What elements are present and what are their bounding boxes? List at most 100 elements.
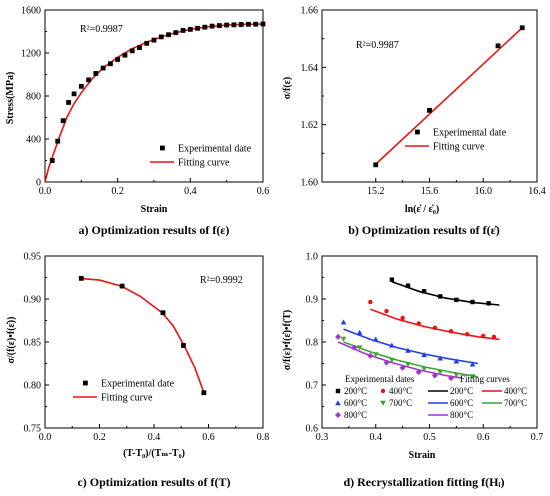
panel-d-data-point	[340, 336, 347, 342]
panel-a-data-point	[115, 57, 121, 62]
panel-a-data-point	[55, 138, 61, 144]
panel-a-data-point	[100, 65, 106, 71]
panel-d-data-point	[431, 372, 438, 379]
panel-a-data-point	[180, 28, 186, 33]
legend-fit-label-700°C: 700°C	[504, 398, 527, 408]
legend-marker-700°C	[380, 400, 386, 406]
panel-d-data-point	[416, 321, 421, 326]
panel-a-xtick-label: 0.0	[39, 186, 52, 197]
legend-title-experimental: Experimental dates	[345, 374, 415, 384]
panel-d-data-point	[340, 319, 347, 325]
panel-b-ytick-label: 1.64	[301, 63, 319, 74]
panel-a-xlabel: Strain	[141, 204, 168, 215]
panel-d-ylabel: σ/f(ε)•f(ε̇)•f(T)	[282, 310, 293, 370]
panel-d-data-point	[469, 374, 476, 380]
panel-c-ytick-label: 0.95	[24, 252, 42, 263]
panel-b-ytick-label: 1.66	[301, 6, 319, 17]
legend-marker-400°C	[380, 388, 386, 394]
panel-a-data-point	[253, 21, 259, 27]
panel-d-data-point	[356, 345, 363, 351]
panel-c-ytick-label: 0.85	[24, 338, 42, 349]
panel-c-ytick-label: 0.75	[24, 424, 42, 435]
legend-label-fitting: Fitting curve	[101, 393, 153, 404]
panel-d-ytick-label: 0.6	[306, 424, 319, 435]
panel-a-data-point	[195, 25, 200, 31]
panel-d-data-point	[470, 299, 475, 305]
panel-a-data-point	[60, 118, 66, 124]
panel-d-data-point	[481, 333, 486, 339]
panel-a-ytick-label: 1200	[21, 49, 41, 60]
panel-d-data-point	[399, 364, 406, 371]
panel-c-fit-line	[80, 277, 205, 393]
legend-marker-800°C	[335, 412, 341, 418]
legend-label-fitting: Fitting curve	[178, 158, 230, 169]
panel-a-data-point	[108, 61, 113, 67]
panel-d-data-point	[448, 375, 454, 382]
panel-d-data-point	[383, 359, 390, 366]
panel-d-data-point	[448, 329, 454, 334]
legend-marker-experimental	[160, 145, 165, 151]
legend-label-experimental: Experimental date	[433, 128, 507, 139]
panel-d-data-point	[351, 344, 358, 351]
panel-c-xtick-label: 0.6	[202, 432, 215, 443]
panel-a-data-point	[129, 48, 135, 54]
panel-d-data-point	[464, 332, 470, 337]
panel-b-xlabel: ln(ε̇ / ε̇₀)	[405, 204, 439, 215]
panel-a-data-point	[224, 22, 230, 28]
panel-a-ylabel: Stress(MPa)	[5, 72, 16, 125]
panel-b-ylabel: σ/f(ε)	[282, 77, 293, 99]
panel-a-frame	[44, 9, 264, 183]
legend-marker-experimental	[83, 380, 88, 386]
panel-d-fit-line	[337, 341, 462, 379]
panel-d-data-point	[405, 347, 411, 353]
panel-a-data-point	[93, 71, 99, 76]
panel-a-xtick-label: 0.2	[111, 186, 124, 197]
panel-a-data-point	[49, 158, 55, 163]
panel-a-data-point	[78, 83, 84, 89]
panel-a-data-point	[173, 30, 179, 35]
panel-d-data-point	[421, 289, 427, 294]
panel-b-xtick-label: 16.0	[475, 186, 493, 197]
legend-fit-label-600°C: 600°C	[450, 398, 473, 408]
panel-d-data-point	[389, 357, 395, 363]
panel-d-ytick-label: 0.8	[306, 338, 319, 349]
panel-a-data-point	[238, 22, 244, 27]
legend-label-experimental: Experimental date	[178, 144, 252, 155]
legend-fit-label-200°C: 200°C	[450, 386, 473, 396]
panel-a-data-point	[166, 32, 171, 38]
panel-d-xtick-label: 0.7	[531, 432, 544, 443]
panel-a-ytick-label: 1600	[21, 6, 41, 17]
caption-a: a) Optimization results of f(ε)	[79, 223, 230, 237]
panel-b-data-point	[373, 162, 379, 168]
panel-b-fit-line	[375, 27, 523, 165]
panel-d-data-point	[437, 355, 444, 361]
panel-d-fit-line	[343, 328, 479, 365]
panel-a-ytick-label: 400	[26, 135, 41, 146]
panel-d-fit-line	[343, 341, 479, 378]
panel-a-data-point	[66, 100, 72, 105]
panel-a-data-point	[144, 40, 150, 46]
panel-a-xtick-label: 0.4	[184, 186, 197, 197]
panel-d-data-point	[491, 334, 497, 340]
panel-c-ytick-label: 0.90	[24, 295, 42, 306]
panel-a-data-point	[122, 52, 128, 58]
panel-c-xtick-label: 0.4	[148, 432, 161, 443]
legend-marker-600°C	[335, 400, 341, 406]
panel-a-data-point	[209, 23, 215, 29]
panel-d-chart: σ/f(ε)•f(ε̇)•f(T) Strain d) Recrystalliz…	[282, 252, 543, 490]
panel-d-data-point	[486, 301, 491, 306]
panel-d-ytick-label: 1.0	[306, 252, 319, 263]
panel-a-fit-line	[44, 23, 264, 183]
panel-c-xtick-label: 0.2	[93, 432, 106, 443]
panel-b-xtick-label: 15.6	[421, 186, 439, 197]
panel-b-chart: σ/f(ε) ln(ε̇ / ε̇₀) R²=0.9987 b) Optimiz…	[282, 6, 546, 238]
panel-d-xtick-label: 0.4	[370, 432, 383, 443]
legend-marker-200°C	[335, 388, 341, 394]
panel-c-xlabel: (T-T₀)/(Tₘ-T₀)	[123, 448, 185, 459]
panel-c-data-point	[201, 390, 207, 396]
panel-d-data-point	[384, 308, 389, 314]
panel-a-xtick-label: 0.6	[257, 186, 270, 197]
panel-d-data-point	[372, 336, 379, 342]
panel-d-data-point	[415, 369, 422, 376]
